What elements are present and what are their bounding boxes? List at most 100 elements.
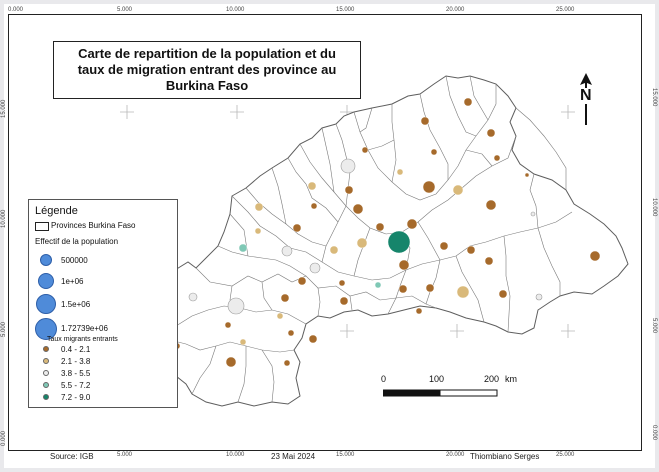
province-population-marker xyxy=(239,338,247,346)
map-title-line-2: taux de migration entrant des province a… xyxy=(77,62,337,77)
grid-x-label-bottom: 10.000 xyxy=(226,452,245,458)
province-population-marker xyxy=(308,334,318,344)
legend-population-title: Effectif de la population xyxy=(35,237,119,246)
legend-rate-swatch xyxy=(43,358,49,364)
province-population-marker xyxy=(375,222,385,232)
map-title-box: Carte de repartition de la population et… xyxy=(53,41,361,99)
grid-x-label-top: 25.000 xyxy=(556,7,575,13)
province-population-marker xyxy=(398,284,408,294)
legend-rate-swatch xyxy=(43,370,49,376)
legend-population-label: 500000 xyxy=(61,256,88,265)
legend-rate-label: 5.5 - 7.2 xyxy=(61,381,91,390)
province-population-marker xyxy=(281,245,293,257)
legend-rate-label: 3.8 - 5.5 xyxy=(61,369,91,378)
scale-label: km xyxy=(505,374,517,384)
province-population-marker xyxy=(310,202,318,210)
province-population-marker xyxy=(297,276,307,286)
legend-population-symbol xyxy=(40,254,52,266)
province-population-marker xyxy=(466,245,476,255)
legend-province-swatch xyxy=(35,222,49,231)
province-population-marker xyxy=(422,180,436,194)
legend-rate-swatch xyxy=(43,394,49,400)
province-population-marker xyxy=(238,243,248,253)
legend-title: Légende xyxy=(35,205,78,217)
grid-x-label-top: 15.000 xyxy=(336,7,355,13)
province-population-marker xyxy=(338,279,346,287)
grid-x-label-top: 5.000 xyxy=(117,7,133,13)
footer-author: Thiombiano Serges xyxy=(470,452,540,461)
province-population-marker xyxy=(283,359,291,367)
scale-label: 200 xyxy=(484,374,500,384)
province-population-marker xyxy=(387,230,411,254)
province-population-marker xyxy=(356,237,368,249)
grid-x-label-bottom: 20.000 xyxy=(446,452,465,458)
footer-source: Source: IGB xyxy=(50,452,94,461)
grid-x-label-bottom: 25.000 xyxy=(556,452,575,458)
province-population-marker xyxy=(535,293,543,301)
legend-rate-swatch xyxy=(43,346,49,352)
province-population-marker xyxy=(420,116,430,126)
province-population-marker xyxy=(309,262,321,274)
legend-population-label: 1.5e+06 xyxy=(61,300,91,309)
province-population-marker xyxy=(340,158,356,174)
province-population-marker xyxy=(344,185,354,195)
province-population-marker xyxy=(254,202,264,212)
grid-x-label-top: 20.000 xyxy=(446,7,465,13)
population-points-layer xyxy=(173,97,601,368)
legend-rate-title: Taux migrants entrants xyxy=(47,336,118,343)
province-population-marker xyxy=(484,256,494,266)
scale-bar-graphic xyxy=(383,389,498,397)
legend-population-label: 1e+06 xyxy=(61,277,84,286)
province-population-marker xyxy=(452,184,464,196)
province-population-marker xyxy=(439,241,449,251)
province-population-marker xyxy=(254,227,262,235)
map-frame xyxy=(8,14,642,451)
grid-x-label-bottom: 5.000 xyxy=(117,452,133,458)
province-population-marker xyxy=(361,146,369,154)
province-population-marker xyxy=(396,168,404,176)
province-population-marker xyxy=(430,148,438,156)
province-population-marker xyxy=(524,172,530,178)
legend-population-symbol xyxy=(36,294,56,314)
grid-x-label-bottom: 15.000 xyxy=(336,452,355,458)
province-population-marker xyxy=(329,245,339,255)
grid-x-label-top: 10.000 xyxy=(226,7,245,13)
province-population-marker xyxy=(406,218,418,230)
province-population-marker xyxy=(493,154,501,162)
province-population-marker xyxy=(486,128,496,138)
province-population-marker xyxy=(589,250,601,262)
province-population-marker xyxy=(498,289,508,299)
province-population-marker xyxy=(287,329,295,337)
province-population-marker xyxy=(292,223,302,233)
legend-rate-label: 2.1 - 3.8 xyxy=(61,357,91,366)
province-population-marker xyxy=(425,283,435,293)
legend-population-symbol xyxy=(38,273,54,289)
scale-bar: 0 100 200 km xyxy=(381,374,536,404)
map-title-line-1: Carte de repartition de la population et… xyxy=(78,46,336,61)
province-population-marker xyxy=(225,356,237,368)
province-population-marker xyxy=(227,297,245,315)
province-population-marker xyxy=(280,293,290,303)
map-title-line-3: Burkina Faso xyxy=(165,78,249,93)
province-population-marker xyxy=(188,292,198,302)
province-population-marker xyxy=(224,321,232,329)
province-population-marker xyxy=(398,259,410,271)
province-population-marker xyxy=(352,203,364,215)
footer-date: 23 Mai 2024 xyxy=(271,452,316,461)
grid-x-label-top: 0.000 xyxy=(8,7,24,13)
scale-label: 0 xyxy=(381,374,387,384)
province-population-marker xyxy=(307,181,317,191)
province-population-marker xyxy=(339,296,349,306)
scale-label: 100 xyxy=(429,374,445,384)
province-population-marker xyxy=(276,312,284,320)
province-population-marker xyxy=(485,199,497,211)
legend-rate-swatch xyxy=(43,382,49,388)
province-population-marker xyxy=(463,97,473,107)
legend: Légende Provinces Burkina Faso Effectif … xyxy=(28,199,178,408)
legend-rate-label: 0.4 - 2.1 xyxy=(61,345,91,354)
province-population-marker xyxy=(415,307,423,315)
legend-population-label: 1.72739e+06 xyxy=(61,324,108,333)
province-population-marker xyxy=(530,211,536,217)
north-label: N xyxy=(580,87,592,104)
legend-population-symbol xyxy=(35,318,57,340)
